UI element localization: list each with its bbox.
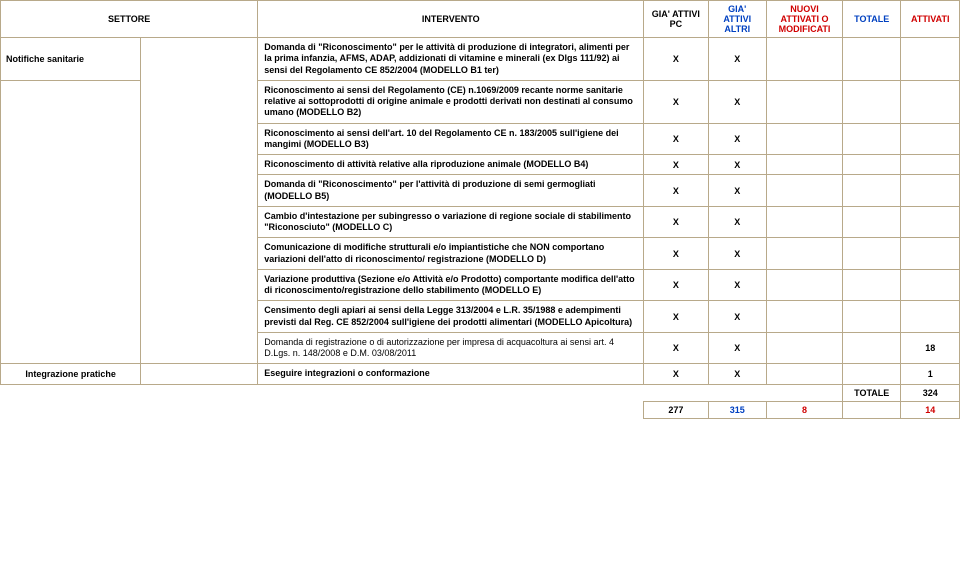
- totale-label: TOTALE: [843, 384, 901, 401]
- att-cell: [901, 301, 960, 333]
- tot-cell: [843, 175, 901, 207]
- att-cell: [901, 155, 960, 175]
- tot-cell: [843, 364, 901, 384]
- intervento-cell: Eseguire integrazioni o conformazione: [258, 364, 644, 384]
- footer-row: 277 315 8 14: [1, 401, 960, 418]
- att-cell: [901, 206, 960, 238]
- intervento-cell: Riconoscimento ai sensi dell'art. 10 del…: [258, 123, 644, 155]
- sector-cell: Notifiche sanitarie: [1, 38, 141, 81]
- th-attivati: ATTIVATI: [901, 1, 960, 38]
- tot-cell: [843, 269, 901, 301]
- totale-val: 324: [901, 384, 960, 401]
- sub-cell-2: [141, 364, 258, 384]
- intervento-cell: Domanda di "Riconoscimento" per le attiv…: [258, 38, 644, 81]
- table-row: Integrazione pratiche Eseguire integrazi…: [1, 364, 960, 384]
- intervento-cell: Riconoscimento ai sensi del Regolamento …: [258, 80, 644, 123]
- pc-cell: X: [644, 238, 708, 270]
- altri-cell: X: [708, 155, 766, 175]
- foot-tot: [843, 401, 901, 418]
- th-nuovi: NUOVI ATTIVATI O MODIFICATI: [766, 1, 842, 38]
- altri-cell: X: [708, 80, 766, 123]
- nuovi-cell: [766, 80, 842, 123]
- pc-cell: X: [644, 155, 708, 175]
- sector-cell-empty: [1, 80, 141, 364]
- altri-cell: X: [708, 269, 766, 301]
- att-cell: 18: [901, 332, 960, 364]
- totale-row: TOTALE 324: [1, 384, 960, 401]
- nuovi-cell: [766, 301, 842, 333]
- nuovi-cell: [766, 175, 842, 207]
- pc-cell: X: [644, 123, 708, 155]
- nuovi-cell: [766, 155, 842, 175]
- intervento-cell: Variazione produttiva (Sezione e/o Attiv…: [258, 269, 644, 301]
- att-cell: [901, 238, 960, 270]
- pc-cell: X: [644, 80, 708, 123]
- tot-cell: [843, 301, 901, 333]
- header-row: SETTORE INTERVENTO GIA' ATTIVI PC GIA' A…: [1, 1, 960, 38]
- th-gia-altri: GIA' ATTIVI ALTRI: [708, 1, 766, 38]
- att-cell: [901, 175, 960, 207]
- pc-cell: X: [644, 175, 708, 207]
- pc-cell: X: [644, 38, 708, 81]
- altri-cell: X: [708, 332, 766, 364]
- nuovi-cell: [766, 123, 842, 155]
- main-table: SETTORE INTERVENTO GIA' ATTIVI PC GIA' A…: [0, 0, 960, 419]
- nuovi-cell: [766, 269, 842, 301]
- intervento-cell: Riconoscimento di attività relative alla…: [258, 155, 644, 175]
- altri-cell: X: [708, 301, 766, 333]
- altri-cell: X: [708, 206, 766, 238]
- tot-cell: [843, 38, 901, 81]
- att-cell: [901, 269, 960, 301]
- altri-cell: X: [708, 364, 766, 384]
- tot-cell: [843, 155, 901, 175]
- tot-cell: [843, 123, 901, 155]
- th-intervento: INTERVENTO: [258, 1, 644, 38]
- tot-cell: [843, 80, 901, 123]
- altri-cell: X: [708, 175, 766, 207]
- nuovi-cell: [766, 238, 842, 270]
- foot-att: 14: [901, 401, 960, 418]
- altri-cell: X: [708, 123, 766, 155]
- nuovi-cell: [766, 364, 842, 384]
- intervento-cell: Domanda di registrazione o di autorizzaz…: [258, 332, 644, 364]
- nuovi-cell: [766, 332, 842, 364]
- att-cell: [901, 38, 960, 81]
- altri-cell: X: [708, 238, 766, 270]
- intervento-cell: Censimento degli apiari ai sensi della L…: [258, 301, 644, 333]
- pc-cell: X: [644, 269, 708, 301]
- nuovi-cell: [766, 206, 842, 238]
- pc-cell: X: [644, 301, 708, 333]
- intervento-cell: Cambio d'intestazione per subingresso o …: [258, 206, 644, 238]
- att-cell: 1: [901, 364, 960, 384]
- pc-cell: X: [644, 364, 708, 384]
- tot-cell: [843, 332, 901, 364]
- foot-pc: 277: [644, 401, 708, 418]
- table-row: Notifiche sanitarie Domanda di "Riconosc…: [1, 38, 960, 81]
- tot-cell: [843, 206, 901, 238]
- intervento-cell: Domanda di "Riconoscimento" per l'attivi…: [258, 175, 644, 207]
- th-totale: TOTALE: [843, 1, 901, 38]
- pc-cell: X: [644, 332, 708, 364]
- nuovi-cell: [766, 38, 842, 81]
- th-settore: SETTORE: [1, 1, 258, 38]
- tot-cell: [843, 238, 901, 270]
- sector-cell-2: Integrazione pratiche: [1, 364, 141, 384]
- att-cell: [901, 80, 960, 123]
- altri-cell: X: [708, 38, 766, 81]
- foot-nuovi: 8: [766, 401, 842, 418]
- intervento-cell: Comunicazione di modifiche strutturali e…: [258, 238, 644, 270]
- sub-cell: [141, 38, 258, 364]
- foot-altri: 315: [708, 401, 766, 418]
- att-cell: [901, 123, 960, 155]
- th-gia-pc: GIA' ATTIVI PC: [644, 1, 708, 38]
- pc-cell: X: [644, 206, 708, 238]
